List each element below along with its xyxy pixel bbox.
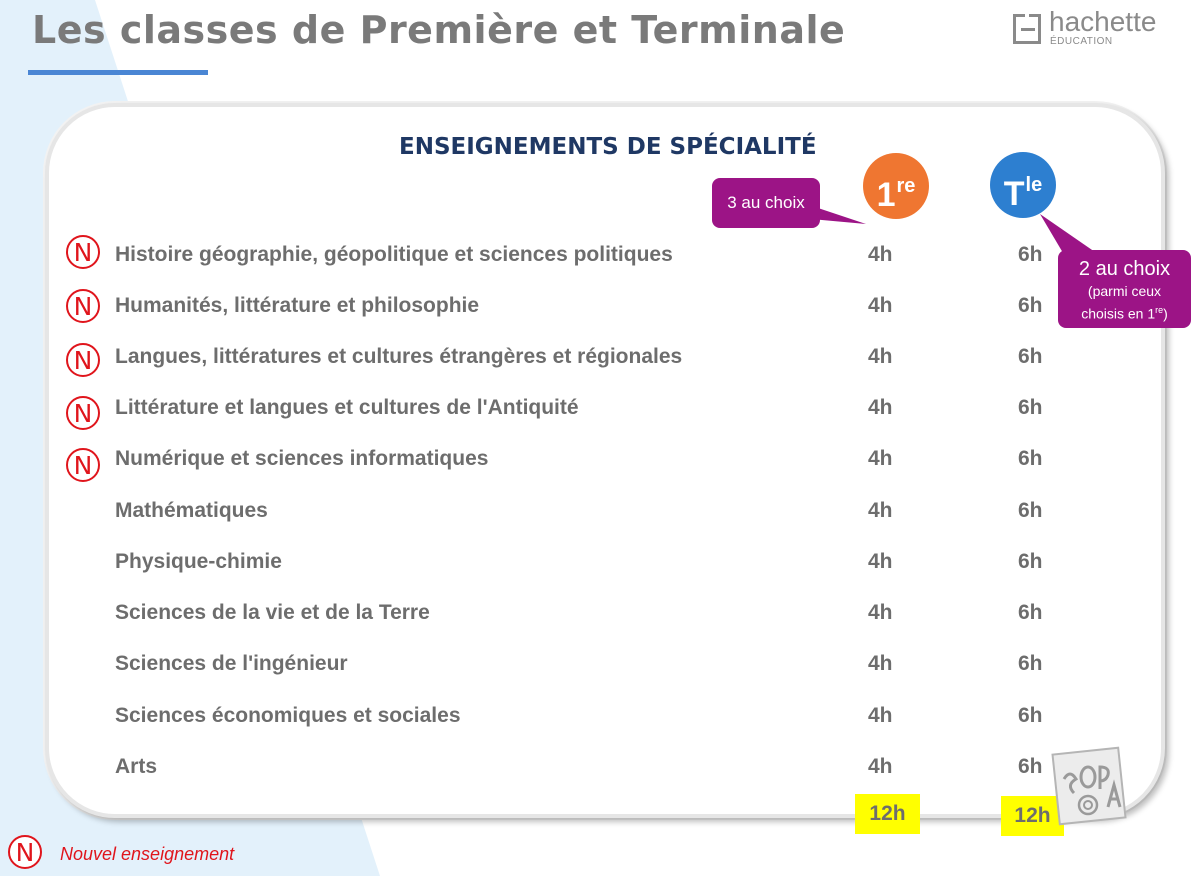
legend-text: Nouvel enseignement — [60, 844, 235, 864]
new-subject-icon: N — [66, 235, 100, 269]
callout-tle-pointer — [1040, 214, 1095, 258]
legend-new-icon: N — [8, 835, 42, 869]
hours-1re: 4h — [868, 704, 893, 727]
hours-tle: 6h — [1018, 345, 1043, 368]
premiere-badge: 1re — [863, 153, 929, 219]
total-hours-tle: 12h — [1001, 796, 1064, 836]
subject-row: Sciences de l'ingénieur 4h 6h — [0, 644, 1191, 684]
terminale-badge-sup: le — [1025, 174, 1043, 196]
callout-1re: 3 au choix — [712, 178, 820, 228]
new-subject-icon: N — [66, 343, 100, 377]
callout-tle-line1: (parmi ceux — [1087, 283, 1162, 299]
subject-label: Physique-chimie — [115, 550, 282, 573]
hours-1re: 4h — [868, 550, 893, 573]
terminale-badge: Tle — [990, 152, 1056, 218]
subject-row: N Littérature et langues et cultures de … — [0, 388, 1191, 430]
callout-tle-line2: choisis en 1re) — [1058, 302, 1191, 323]
content-card — [45, 103, 1165, 818]
hours-tle: 6h — [1018, 396, 1043, 419]
hours-1re: 4h — [868, 652, 893, 675]
hours-1re: 4h — [868, 243, 893, 266]
hours-tle: 6h — [1018, 755, 1043, 778]
hours-tle: 6h — [1018, 704, 1043, 727]
subject-row: Arts 4h 6h — [0, 747, 1191, 787]
hours-1re: 4h — [868, 396, 893, 419]
hours-tle: 6h — [1018, 652, 1043, 675]
logo-name: hachette — [1049, 6, 1157, 37]
subject-label: Langues, littératures et cultures étrang… — [115, 345, 683, 368]
hachette-logo-icon — [1013, 14, 1041, 44]
subject-label: Mathématiques — [115, 499, 268, 522]
callout-tle-line2-text: choisis en 1 — [1081, 305, 1156, 322]
hours-tle: 6h — [1018, 294, 1043, 317]
subject-row: N Langues, littératures et cultures étra… — [0, 337, 1191, 377]
new-subject-icon: N — [66, 289, 100, 323]
subject-label: Histoire géographie, géopolitique et sci… — [115, 243, 673, 266]
hours-tle: 6h — [1018, 550, 1043, 573]
hours-1re: 4h — [868, 345, 893, 368]
hours-tle: 6h — [1018, 499, 1043, 522]
sopa-stamp-icon — [1051, 746, 1127, 826]
subject-row: Mathématiques 4h 6h — [0, 491, 1191, 531]
premiere-badge-sup: re — [896, 175, 916, 197]
hours-1re: 4h — [868, 601, 893, 624]
callout-tle-line2-sup: re — [1155, 305, 1164, 315]
callout-tle-main: 2 au choix — [1078, 258, 1171, 280]
title-underline — [28, 70, 208, 75]
subject-label: Arts — [115, 755, 158, 778]
subject-row: Sciences économiques et sociales 4h 6h — [0, 696, 1191, 736]
callout-tle-line2-end: ) — [1163, 305, 1168, 322]
subject-label: Sciences de la vie et de la Terre — [115, 601, 430, 624]
subject-label: Numérique et sciences informatiques — [115, 447, 489, 470]
logo-subtitle: ÉDUCATION — [1050, 36, 1113, 47]
hours-tle: 6h — [1018, 601, 1043, 624]
premiere-badge-main: 1 — [876, 176, 896, 214]
hours-1re: 4h — [868, 499, 893, 522]
subject-label: Littérature et langues et cultures de l'… — [115, 396, 579, 419]
subject-row: N Histoire géographie, géopolitique et s… — [0, 235, 1191, 275]
hours-1re: 4h — [868, 294, 893, 317]
subject-label: Humanités, littérature et philosophie — [115, 294, 480, 317]
new-subject-icon: N — [66, 448, 100, 482]
subject-row: N Humanités, littérature et philosophie … — [0, 286, 1191, 326]
page-title: Les classes de Première et Terminale — [32, 8, 846, 52]
total-hours-1re: 12h — [855, 794, 920, 834]
hours-tle: 6h — [1018, 447, 1043, 470]
section-title: ENSEIGNEMENTS DE SPÉCIALITÉ — [399, 134, 817, 160]
subject-row: Physique-chimie 4h 6h — [0, 542, 1191, 582]
callout-tle: 2 au choix (parmi ceux choisis en 1re) — [1058, 250, 1191, 328]
hours-tle: 6h — [1018, 243, 1043, 266]
terminale-badge-main: T — [1003, 175, 1025, 213]
hours-1re: 4h — [868, 447, 893, 470]
subject-label: Sciences économiques et sociales — [115, 704, 461, 727]
hours-1re: 4h — [868, 755, 893, 778]
new-subject-icon: N — [66, 396, 100, 430]
subject-label: Sciences de l'ingénieur — [115, 652, 348, 675]
subject-row: Sciences de la vie et de la Terre 4h 6h — [0, 593, 1191, 633]
subject-row: N Numérique et sciences informatiques 4h… — [0, 439, 1191, 482]
